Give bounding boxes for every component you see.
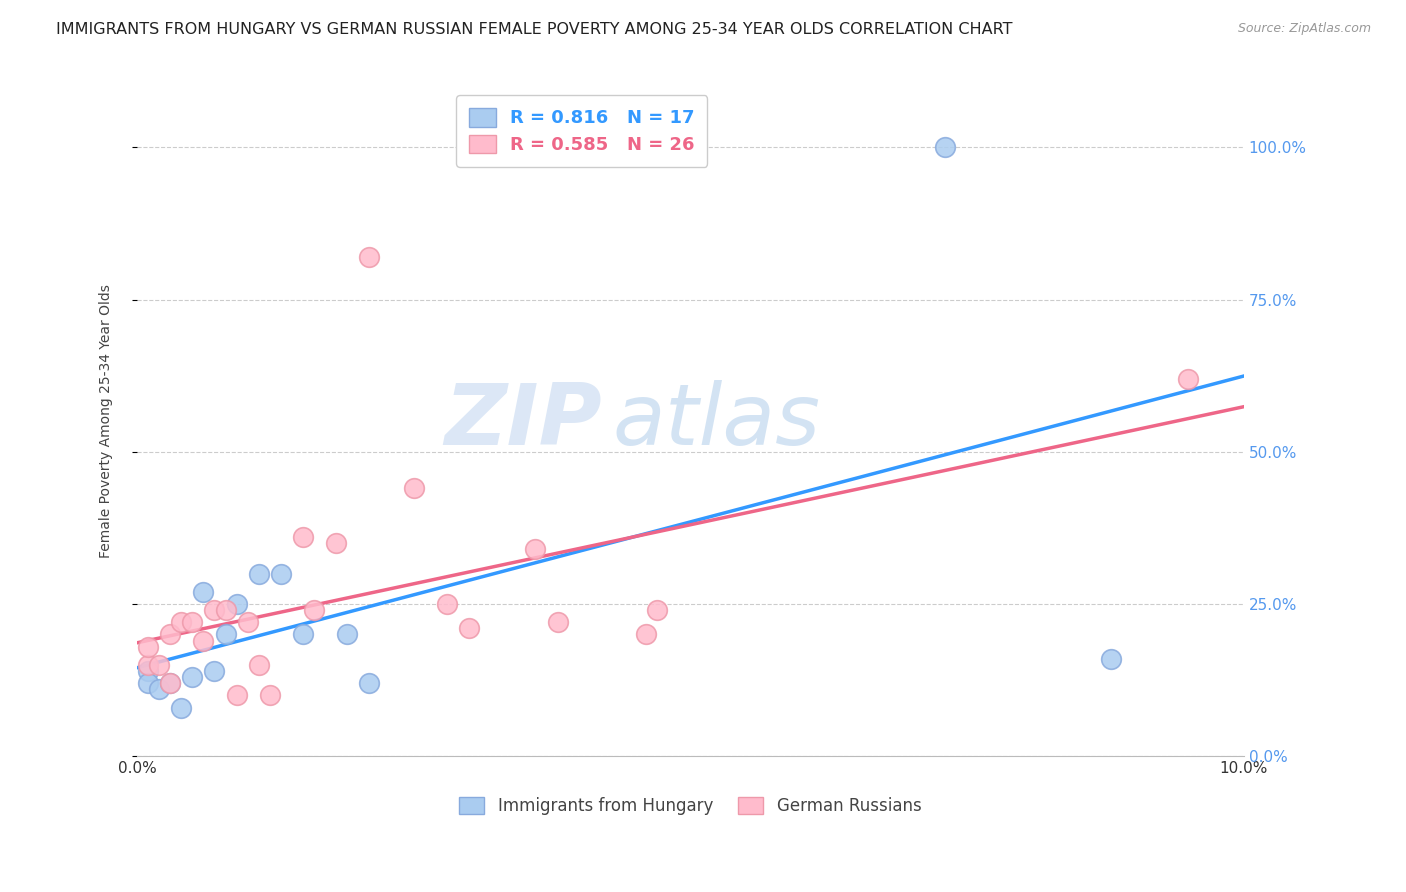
Point <box>336 627 359 641</box>
Point <box>236 615 259 630</box>
Point <box>524 542 547 557</box>
Point <box>302 603 325 617</box>
Point <box>170 615 193 630</box>
Point <box>159 676 181 690</box>
Point <box>148 657 170 672</box>
Point <box>247 566 270 581</box>
Point <box>359 676 381 690</box>
Point <box>225 689 247 703</box>
Point <box>193 633 215 648</box>
Legend: Immigrants from Hungary, German Russians: Immigrants from Hungary, German Russians <box>453 790 928 822</box>
Point <box>136 664 159 678</box>
Point <box>136 640 159 654</box>
Point <box>136 657 159 672</box>
Point <box>204 603 226 617</box>
Point <box>291 530 314 544</box>
Point <box>645 603 668 617</box>
Point <box>214 627 236 641</box>
Point <box>193 584 215 599</box>
Point <box>359 250 381 264</box>
Point <box>1099 652 1122 666</box>
Point <box>270 566 292 581</box>
Point <box>181 615 204 630</box>
Point <box>325 536 347 550</box>
Point <box>436 597 458 611</box>
Point <box>291 627 314 641</box>
Point <box>402 481 425 495</box>
Point <box>934 140 956 154</box>
Text: IMMIGRANTS FROM HUNGARY VS GERMAN RUSSIAN FEMALE POVERTY AMONG 25-34 YEAR OLDS C: IMMIGRANTS FROM HUNGARY VS GERMAN RUSSIA… <box>56 22 1012 37</box>
Point <box>225 597 247 611</box>
Point <box>170 700 193 714</box>
Point <box>247 657 270 672</box>
Point <box>458 621 481 635</box>
Point <box>136 676 159 690</box>
Point <box>204 664 226 678</box>
Point <box>1177 372 1199 386</box>
Point <box>159 627 181 641</box>
Point <box>547 615 569 630</box>
Point <box>159 676 181 690</box>
Text: ZIP: ZIP <box>444 380 602 463</box>
Text: Source: ZipAtlas.com: Source: ZipAtlas.com <box>1237 22 1371 36</box>
Point <box>148 682 170 697</box>
Point <box>214 603 236 617</box>
Y-axis label: Female Poverty Among 25-34 Year Olds: Female Poverty Among 25-34 Year Olds <box>100 285 114 558</box>
Point <box>181 670 204 684</box>
Text: atlas: atlas <box>613 380 821 463</box>
Point <box>636 627 658 641</box>
Point <box>259 689 281 703</box>
